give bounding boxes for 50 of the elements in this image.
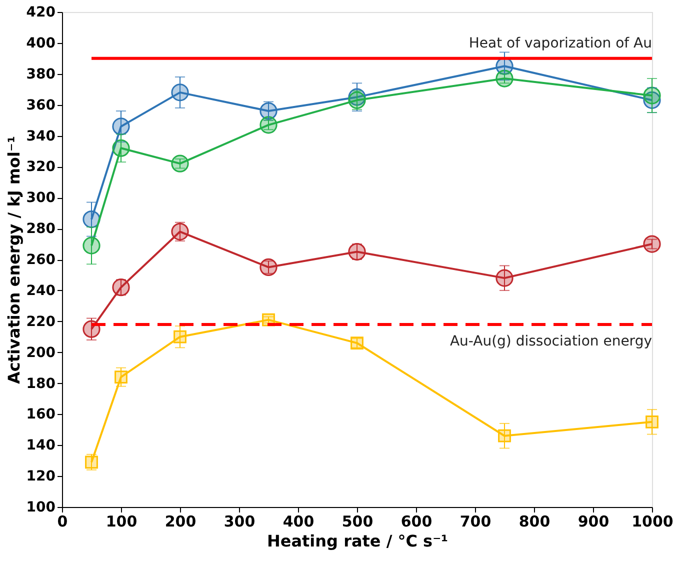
ref-line-label: Au-Au(g) dissociation energy <box>450 333 652 350</box>
point <box>82 236 100 254</box>
y-tick-label: 300 <box>26 190 56 206</box>
x-tick-label: 300 <box>224 512 256 530</box>
point <box>171 84 189 102</box>
y-tick-label: 200 <box>26 344 56 361</box>
y-tick-label: 100 <box>26 500 56 516</box>
x-tick-label: 600 <box>400 512 432 530</box>
y-tick-label: 360 <box>26 97 56 114</box>
y-tick-label: 240 <box>26 282 56 299</box>
point <box>112 118 130 136</box>
x-tick-label: 500 <box>342 512 374 530</box>
x-tick-label: 100 <box>106 512 138 530</box>
y-tick-label: 280 <box>26 221 56 238</box>
point <box>646 415 658 428</box>
point <box>643 86 661 104</box>
x-tick-label: 0 <box>57 512 68 530</box>
y-axis-title: Activation energy / kJ mol⁻¹ <box>4 136 24 384</box>
point <box>174 330 186 344</box>
x-tick-label: 900 <box>578 512 610 530</box>
y-tick-label: 220 <box>26 314 56 330</box>
point <box>114 370 128 384</box>
ref-line-label: Heat of vaporization of Au <box>468 35 652 52</box>
y-tick-label: 120 <box>26 468 56 485</box>
point <box>348 242 366 261</box>
x-axis-title: Heating rate / °C s⁻¹ <box>266 532 448 550</box>
point <box>643 235 661 253</box>
point <box>348 91 366 109</box>
point <box>171 222 189 240</box>
y-tick-label: 320 <box>26 159 56 176</box>
point <box>112 278 130 296</box>
point <box>496 269 514 287</box>
y-tick-label: 180 <box>26 376 56 392</box>
point <box>498 429 511 442</box>
point <box>171 154 189 172</box>
x-tick-label: 400 <box>282 512 314 530</box>
x-tick-label: 1000 <box>632 512 674 530</box>
point <box>260 116 278 134</box>
y-tick-label: 260 <box>26 252 56 268</box>
y-tick-label: 140 <box>26 438 56 454</box>
y-tick-label: 420 <box>26 4 56 20</box>
y-tick-label: 380 <box>26 66 56 82</box>
y-tick-label: 400 <box>26 35 56 52</box>
x-tick-label: 700 <box>460 512 492 530</box>
point <box>260 258 278 276</box>
y-tick-label: 160 <box>26 406 56 423</box>
x-tick-label: 200 <box>164 512 196 530</box>
y-tick-label: 340 <box>26 128 56 144</box>
point <box>112 139 130 157</box>
x-tick-label: 800 <box>518 512 550 530</box>
